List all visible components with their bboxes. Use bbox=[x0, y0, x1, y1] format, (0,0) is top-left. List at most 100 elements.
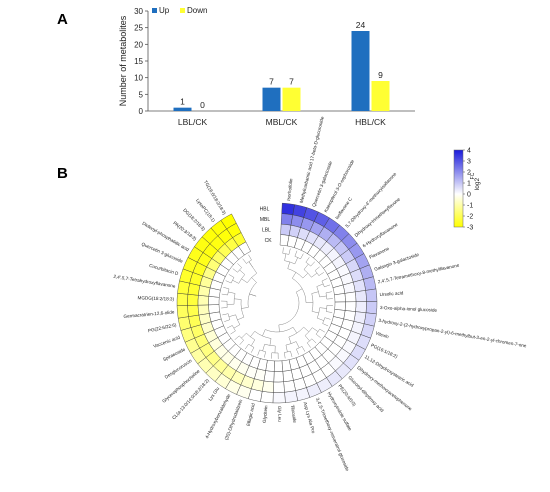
dendrogram-branch bbox=[306, 342, 311, 348]
dendrogram-branch bbox=[287, 261, 291, 269]
colorbar-tick-label: 1 bbox=[467, 181, 471, 188]
metabolite-label: PG(16:1/18:2) bbox=[370, 343, 399, 360]
dendrogram-branch bbox=[288, 248, 291, 255]
y-tick-label: 10 bbox=[134, 74, 143, 83]
colorbar-subtitle: FC bbox=[470, 172, 476, 179]
metabolite-label: Flavanone bbox=[368, 246, 390, 260]
bar-down bbox=[371, 81, 390, 111]
dendrogram-branch bbox=[319, 295, 327, 298]
dendrogram-branch bbox=[310, 261, 315, 267]
dendrogram-arc bbox=[248, 343, 255, 348]
dendrogram-branch bbox=[239, 340, 244, 345]
heatmap-cell bbox=[197, 295, 210, 306]
dendrogram-branch bbox=[241, 278, 248, 283]
dendrogram-branch bbox=[294, 250, 298, 257]
dendrogram-branch bbox=[251, 277, 257, 283]
dendrogram-branch bbox=[250, 331, 255, 337]
dendrogram-branch bbox=[244, 343, 249, 350]
dendrogram-branch bbox=[296, 288, 303, 293]
heatmap-cell bbox=[355, 301, 367, 313]
panel-a-letter: A bbox=[57, 11, 68, 28]
dendrogram-branch bbox=[232, 279, 239, 284]
bar-down bbox=[282, 87, 301, 111]
dendrogram-branch bbox=[321, 278, 328, 282]
colorbar-tick-label: 0 bbox=[467, 192, 471, 199]
dendrogram-branch bbox=[324, 317, 331, 320]
dendrogram-branch bbox=[311, 291, 319, 294]
heatmap-cell bbox=[281, 202, 295, 216]
dendrogram-arc bbox=[237, 267, 242, 273]
x-tick-label: HBL/CK bbox=[355, 117, 386, 127]
heatmap-cell bbox=[334, 301, 346, 311]
dendrogram-branch bbox=[312, 327, 319, 332]
dendrogram-branch bbox=[233, 324, 240, 329]
metabolite-label: CL(a-13:0/14:0/18:2/18:2) bbox=[171, 378, 210, 421]
dendrogram-arc bbox=[311, 293, 314, 312]
x-tick-label: LBL/CK bbox=[178, 117, 208, 127]
dendrogram-branch bbox=[301, 346, 306, 352]
colorbar-tick-label: 2 bbox=[467, 170, 471, 177]
dendrogram-branch bbox=[221, 307, 228, 309]
dendrogram-branch bbox=[228, 291, 236, 294]
legend-label: Up bbox=[159, 6, 170, 15]
dendrogram-branch bbox=[284, 253, 287, 261]
dendrogram-branch bbox=[239, 269, 245, 275]
metabolite-label: Spiraeoside bbox=[162, 347, 186, 363]
dendrogram-branch bbox=[278, 324, 280, 332]
heatmap-cell bbox=[365, 288, 378, 302]
heatmap-cell bbox=[273, 381, 285, 393]
dendrogram-branch bbox=[222, 313, 229, 316]
metabolite-label: Gly Leu bbox=[277, 406, 282, 422]
dendrogram-arc bbox=[284, 260, 295, 265]
dendrogram-branch bbox=[319, 307, 327, 309]
metabolite-label: Vitexin bbox=[375, 330, 390, 339]
dendrogram-branch bbox=[324, 284, 331, 288]
dendrogram-branch bbox=[232, 268, 238, 273]
dendrogram-branch bbox=[303, 263, 309, 270]
dendrogram-branch bbox=[318, 272, 324, 276]
heatmap-cell bbox=[284, 390, 299, 403]
metabolite-label: 3,4',5-Trimethoxy-resveratrol glucoside bbox=[315, 397, 350, 472]
dendrogram-branch bbox=[317, 317, 324, 321]
heatmap-cell bbox=[187, 304, 200, 317]
heatmap-cell bbox=[365, 301, 378, 315]
dendrogram bbox=[221, 247, 333, 359]
metabolite-label: Isoflavone C bbox=[334, 196, 353, 220]
legend-label: Down bbox=[187, 6, 207, 15]
heatmap-cell bbox=[238, 241, 251, 256]
metabolite-label: Isorhoifolin bbox=[286, 178, 294, 201]
dendrogram-branch bbox=[316, 283, 324, 287]
bar-value-label: 1 bbox=[180, 97, 185, 107]
heatmap-cell bbox=[334, 293, 346, 303]
dendrogram-branch bbox=[284, 352, 286, 359]
heatmap-cell bbox=[283, 380, 296, 393]
heatmap-cell bbox=[344, 291, 357, 303]
dendrogram-arc bbox=[322, 317, 326, 324]
dendrogram-arc bbox=[325, 292, 328, 300]
dendrogram-branch bbox=[319, 328, 325, 333]
dendrogram-branch bbox=[226, 325, 233, 329]
dendrogram-branch bbox=[264, 351, 266, 358]
y-tick-label: 25 bbox=[134, 24, 143, 33]
dendrogram-branch bbox=[303, 326, 310, 333]
dendrogram-branch bbox=[225, 280, 232, 284]
dendrogram-branch bbox=[242, 258, 247, 264]
heatmap-cell bbox=[272, 391, 286, 404]
dendrogram-arc bbox=[230, 277, 235, 284]
dendrogram-branch bbox=[311, 311, 319, 314]
dendrogram-branch bbox=[248, 261, 254, 268]
heatmap-cell bbox=[273, 360, 283, 372]
dendrogram-branch bbox=[311, 272, 318, 278]
dendrogram-branch bbox=[241, 307, 249, 309]
metabolite-label: MGDG(18:2/18:3) bbox=[137, 295, 174, 301]
heatmap-cell bbox=[208, 296, 220, 306]
metabolite-label: Germacratrien-12,6-olide bbox=[123, 309, 175, 319]
dendrogram-branch bbox=[305, 257, 310, 263]
heatmap-cell bbox=[197, 304, 210, 316]
heatmap-row-label: LBL bbox=[262, 227, 271, 233]
dendrogram-branch bbox=[282, 247, 284, 254]
bar-value-label: 24 bbox=[356, 20, 366, 30]
dendrogram-branch bbox=[302, 272, 309, 279]
heatmap-cell bbox=[176, 305, 189, 319]
dendrogram-branch bbox=[230, 330, 236, 335]
